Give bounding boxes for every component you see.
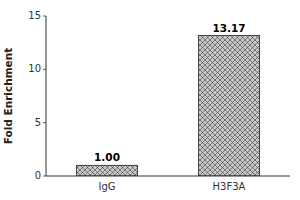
y-axis-line xyxy=(46,16,47,176)
x-axis-line xyxy=(46,176,290,177)
chart: 0 5 10 15 IgG H3F3A Fold Enrichment 1.00 13.17 xyxy=(0,0,300,200)
bars xyxy=(77,36,260,176)
y-tick xyxy=(43,69,46,70)
bar xyxy=(77,165,138,176)
bar xyxy=(199,36,260,176)
y-tick-label: 0 xyxy=(35,170,41,181)
chart-container: 0 5 10 15 IgG H3F3A Fold Enrichment 1.00 13.17 xyxy=(0,0,300,200)
y-tick-label: 15 xyxy=(28,10,41,21)
x-tick-label: IgG xyxy=(98,181,115,192)
data-label: 1.00 xyxy=(94,151,120,163)
y-tick xyxy=(43,176,46,177)
y-tick-label: 5 xyxy=(35,117,41,128)
data-label: 13.17 xyxy=(212,22,245,34)
y-tick-label: 10 xyxy=(28,63,41,74)
y-axis-label: Fold Enrichment xyxy=(2,48,14,144)
y-tick xyxy=(43,16,46,17)
y-tick xyxy=(43,122,46,123)
x-tick-label: H3F3A xyxy=(213,181,246,192)
